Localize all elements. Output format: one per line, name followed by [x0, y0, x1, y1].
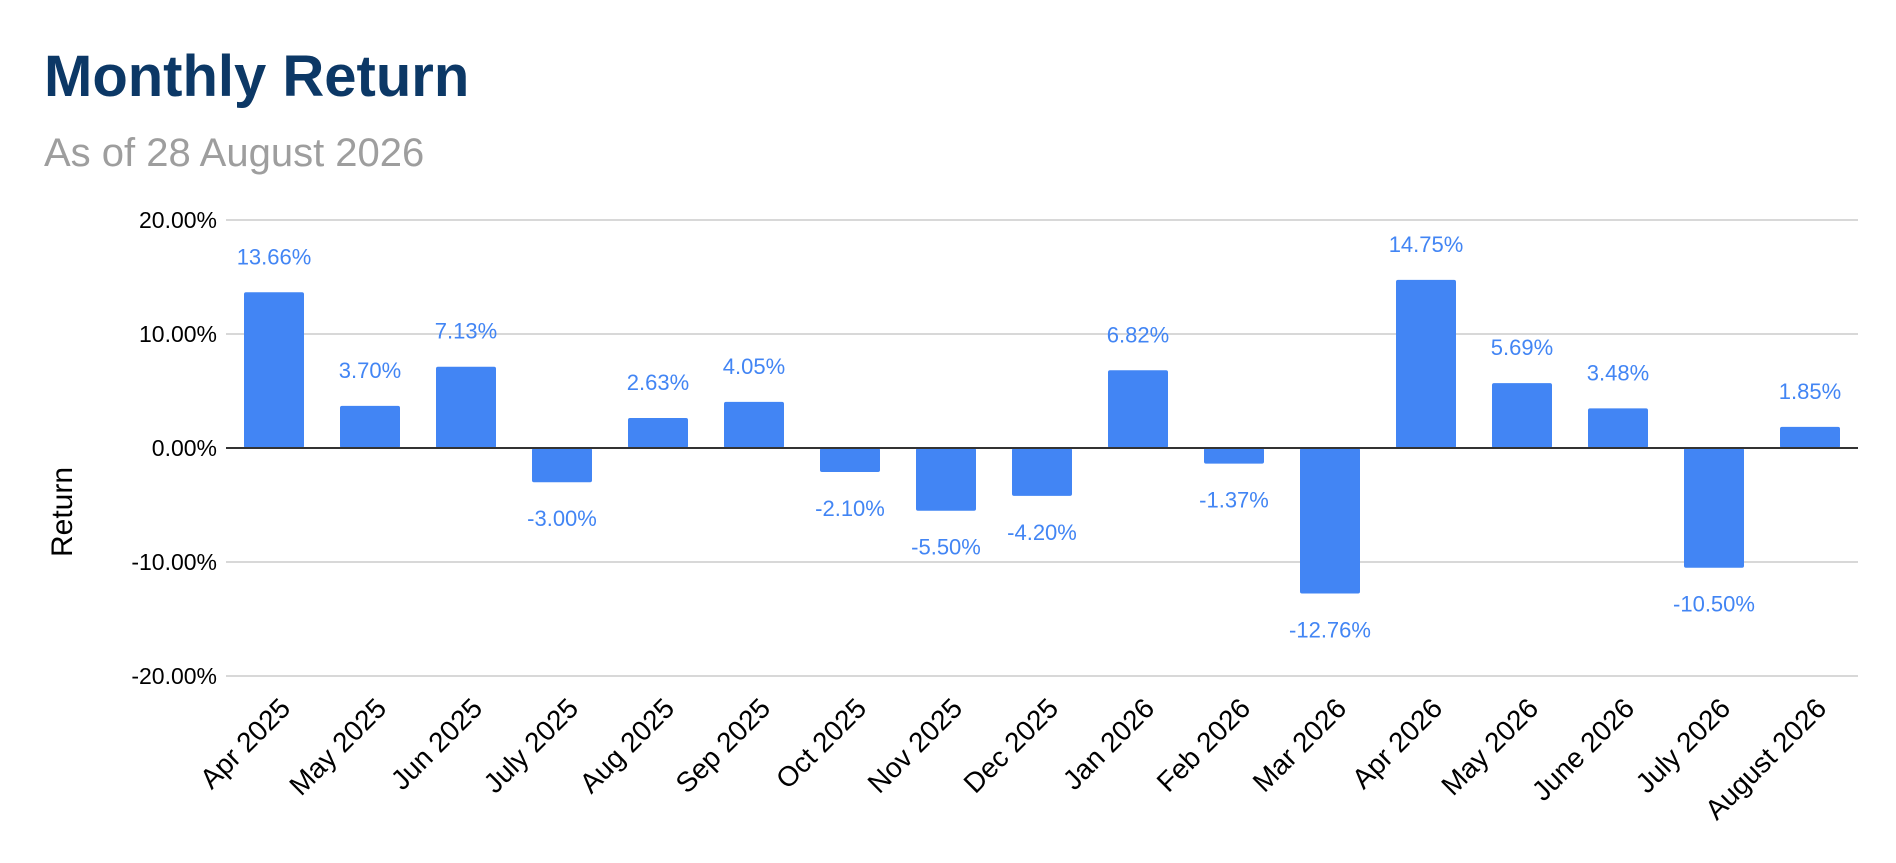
data-label: 3.48%	[1587, 360, 1649, 385]
y-axis-ticks: 20.00% 10.00% 0.00% -10.00% -20.00%	[131, 207, 217, 689]
x-category-label: Jun 2025	[385, 692, 488, 795]
bar	[1108, 370, 1168, 448]
bar	[724, 401, 784, 448]
data-labels: 13.66% 3.70% 7.13% -3.00% 2.63% 4.05% -2.10% -5…	[237, 232, 1842, 643]
data-label: 1.85%	[1779, 379, 1841, 404]
gridlines	[226, 219, 1858, 677]
data-label: 5.69%	[1491, 335, 1553, 360]
data-label: 7.13%	[435, 319, 497, 344]
bars	[244, 279, 1840, 594]
bar	[436, 366, 496, 448]
bar	[1588, 408, 1648, 448]
y-tick-label: 20.00%	[139, 207, 217, 233]
data-label: 6.82%	[1107, 322, 1169, 347]
x-category-label: Dec 2025	[958, 692, 1065, 799]
x-category-label: Mar 2026	[1247, 692, 1353, 798]
x-category-label: June 2026	[1526, 692, 1640, 806]
data-label: -12.76%	[1289, 617, 1371, 642]
bar	[1300, 448, 1360, 594]
x-category-label: Apr 2025	[194, 692, 296, 794]
bar	[820, 448, 880, 472]
bar	[1396, 279, 1456, 448]
bar	[1012, 448, 1072, 496]
data-label: 14.75%	[1389, 232, 1464, 257]
x-category-label: July 2025	[478, 692, 585, 799]
data-label: -4.20%	[1007, 520, 1077, 545]
bar	[1492, 383, 1552, 448]
data-label: -5.50%	[911, 535, 981, 560]
chart-subtitle: As of 28 August 2026	[44, 131, 424, 175]
x-category-label: Feb 2026	[1151, 692, 1257, 798]
bar	[1204, 448, 1264, 464]
bar	[340, 405, 400, 448]
x-category-label: May 2025	[283, 692, 392, 801]
x-category-label: Jan 2026	[1057, 692, 1160, 795]
y-tick-label: -20.00%	[131, 663, 217, 689]
y-tick-label: 10.00%	[139, 321, 217, 347]
y-tick-label: -10.00%	[131, 549, 217, 575]
data-label: -10.50%	[1673, 592, 1755, 617]
data-label: 4.05%	[723, 354, 785, 379]
x-category-label: Apr 2026	[1346, 692, 1448, 794]
data-label: 3.70%	[339, 358, 401, 383]
data-label: 13.66%	[237, 244, 312, 269]
x-category-label: Sep 2025	[670, 692, 777, 799]
y-tick-label: 0.00%	[152, 435, 217, 461]
y-axis-label: Return	[46, 467, 79, 557]
x-category-label: Oct 2025	[770, 692, 872, 794]
data-label: 2.63%	[627, 370, 689, 395]
bar	[628, 418, 688, 448]
bar	[916, 448, 976, 511]
data-label: -1.37%	[1199, 488, 1269, 513]
data-label: -3.00%	[527, 506, 597, 531]
data-label: -2.10%	[815, 496, 885, 521]
bar	[1780, 426, 1840, 448]
bar	[1684, 448, 1744, 568]
bar	[244, 292, 304, 448]
chart-title: Monthly Return	[44, 44, 469, 109]
x-category-label: Nov 2025	[862, 692, 969, 799]
x-category-label: Aug 2025	[574, 692, 681, 799]
bar	[532, 448, 592, 483]
